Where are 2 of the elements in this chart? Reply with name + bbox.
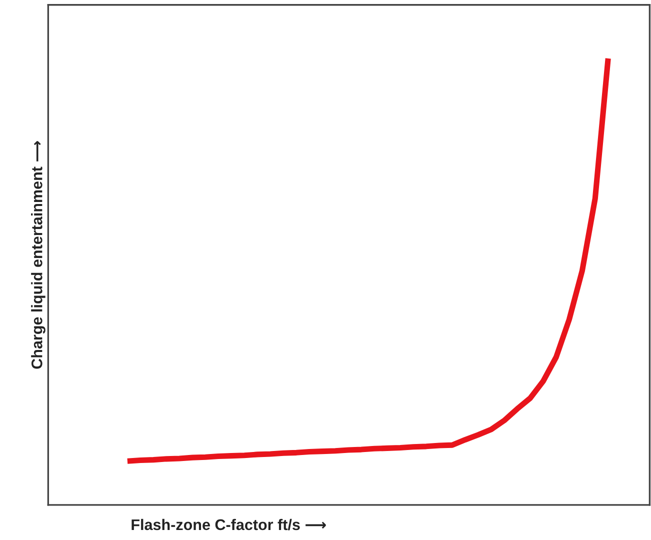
y-axis-title: Charge liquid entertainment ⟶ (31, 141, 46, 369)
x-axis-title: Flash-zone C-factor ft/s ⟶ (132, 518, 326, 530)
